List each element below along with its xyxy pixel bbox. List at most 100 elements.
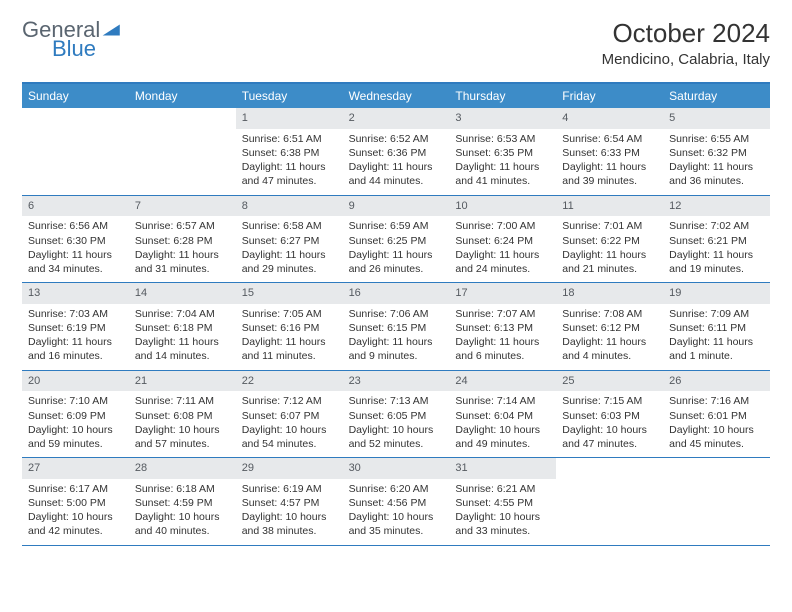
day-body: Sunrise: 6:17 AMSunset: 5:00 PMDaylight:… <box>22 479 129 545</box>
brand-triangle-icon <box>101 23 123 37</box>
calendar-empty-cell <box>129 108 236 195</box>
daylight-text-2: and 47 minutes. <box>242 174 337 188</box>
day-header-thursday: Thursday <box>449 84 556 108</box>
month-title: October 2024 <box>602 18 770 49</box>
day-body: Sunrise: 7:14 AMSunset: 6:04 PMDaylight:… <box>449 391 556 457</box>
calendar-day: 29Sunrise: 6:19 AMSunset: 4:57 PMDayligh… <box>236 458 343 545</box>
brand-part2: Blue <box>52 37 123 60</box>
sunrise-text: Sunrise: 7:08 AM <box>562 307 657 321</box>
sunrise-text: Sunrise: 6:19 AM <box>242 482 337 496</box>
day-number: 18 <box>556 283 663 304</box>
sunrise-text: Sunrise: 7:12 AM <box>242 394 337 408</box>
sunrise-text: Sunrise: 7:03 AM <box>28 307 123 321</box>
day-body: Sunrise: 7:06 AMSunset: 6:15 PMDaylight:… <box>343 304 450 370</box>
day-number: 8 <box>236 196 343 217</box>
daylight-text-1: Daylight: 11 hours <box>669 160 764 174</box>
day-body: Sunrise: 6:19 AMSunset: 4:57 PMDaylight:… <box>236 479 343 545</box>
day-number: 12 <box>663 196 770 217</box>
daylight-text-2: and 14 minutes. <box>135 349 230 363</box>
day-body: Sunrise: 6:21 AMSunset: 4:55 PMDaylight:… <box>449 479 556 545</box>
daylight-text-1: Daylight: 11 hours <box>242 248 337 262</box>
calendar-day: 1Sunrise: 6:51 AMSunset: 6:38 PMDaylight… <box>236 108 343 195</box>
calendar-day: 23Sunrise: 7:13 AMSunset: 6:05 PMDayligh… <box>343 371 450 458</box>
day-body: Sunrise: 7:07 AMSunset: 6:13 PMDaylight:… <box>449 304 556 370</box>
sunset-text: Sunset: 6:22 PM <box>562 234 657 248</box>
day-number: 22 <box>236 371 343 392</box>
daylight-text-2: and 33 minutes. <box>455 524 550 538</box>
day-number: 5 <box>663 108 770 129</box>
day-body: Sunrise: 7:12 AMSunset: 6:07 PMDaylight:… <box>236 391 343 457</box>
brand-logo: GeneralBlue <box>22 18 123 60</box>
calendar-week: 1Sunrise: 6:51 AMSunset: 6:38 PMDaylight… <box>22 108 770 196</box>
day-number: 4 <box>556 108 663 129</box>
daylight-text-2: and 35 minutes. <box>349 524 444 538</box>
day-body: Sunrise: 7:09 AMSunset: 6:11 PMDaylight:… <box>663 304 770 370</box>
calendar-day: 20Sunrise: 7:10 AMSunset: 6:09 PMDayligh… <box>22 371 129 458</box>
sunset-text: Sunset: 6:38 PM <box>242 146 337 160</box>
sunrise-text: Sunrise: 7:00 AM <box>455 219 550 233</box>
daylight-text-2: and 52 minutes. <box>349 437 444 451</box>
sunrise-text: Sunrise: 6:18 AM <box>135 482 230 496</box>
daylight-text-2: and 42 minutes. <box>28 524 123 538</box>
daylight-text-1: Daylight: 10 hours <box>28 423 123 437</box>
sunrise-text: Sunrise: 7:14 AM <box>455 394 550 408</box>
day-number: 11 <box>556 196 663 217</box>
sunset-text: Sunset: 4:57 PM <box>242 496 337 510</box>
sunset-text: Sunset: 6:24 PM <box>455 234 550 248</box>
daylight-text-1: Daylight: 10 hours <box>562 423 657 437</box>
calendar-day: 7Sunrise: 6:57 AMSunset: 6:28 PMDaylight… <box>129 196 236 283</box>
calendar-day: 5Sunrise: 6:55 AMSunset: 6:32 PMDaylight… <box>663 108 770 195</box>
sunrise-text: Sunrise: 6:21 AM <box>455 482 550 496</box>
daylight-text-1: Daylight: 10 hours <box>135 423 230 437</box>
sunrise-text: Sunrise: 6:51 AM <box>242 132 337 146</box>
daylight-text-1: Daylight: 11 hours <box>455 248 550 262</box>
sunset-text: Sunset: 6:11 PM <box>669 321 764 335</box>
sunset-text: Sunset: 6:07 PM <box>242 409 337 423</box>
daylight-text-2: and 16 minutes. <box>28 349 123 363</box>
sunset-text: Sunset: 4:59 PM <box>135 496 230 510</box>
daylight-text-2: and 54 minutes. <box>242 437 337 451</box>
calendar-week: 6Sunrise: 6:56 AMSunset: 6:30 PMDaylight… <box>22 196 770 284</box>
calendar: Sunday Monday Tuesday Wednesday Thursday… <box>22 82 770 546</box>
calendar-day: 8Sunrise: 6:58 AMSunset: 6:27 PMDaylight… <box>236 196 343 283</box>
day-header-wednesday: Wednesday <box>343 84 450 108</box>
calendar-day: 22Sunrise: 7:12 AMSunset: 6:07 PMDayligh… <box>236 371 343 458</box>
calendar-day: 25Sunrise: 7:15 AMSunset: 6:03 PMDayligh… <box>556 371 663 458</box>
daylight-text-2: and 36 minutes. <box>669 174 764 188</box>
sunset-text: Sunset: 6:33 PM <box>562 146 657 160</box>
calendar-empty-cell <box>22 108 129 195</box>
sunset-text: Sunset: 6:32 PM <box>669 146 764 160</box>
daylight-text-1: Daylight: 10 hours <box>349 423 444 437</box>
calendar-week: 13Sunrise: 7:03 AMSunset: 6:19 PMDayligh… <box>22 283 770 371</box>
calendar-day: 2Sunrise: 6:52 AMSunset: 6:36 PMDaylight… <box>343 108 450 195</box>
sunrise-text: Sunrise: 7:07 AM <box>455 307 550 321</box>
day-header-saturday: Saturday <box>663 84 770 108</box>
calendar-day: 13Sunrise: 7:03 AMSunset: 6:19 PMDayligh… <box>22 283 129 370</box>
day-body: Sunrise: 6:56 AMSunset: 6:30 PMDaylight:… <box>22 216 129 282</box>
daylight-text-2: and 34 minutes. <box>28 262 123 276</box>
location-text: Mendicino, Calabria, Italy <box>602 51 770 68</box>
calendar-day: 28Sunrise: 6:18 AMSunset: 4:59 PMDayligh… <box>129 458 236 545</box>
daylight-text-1: Daylight: 11 hours <box>135 248 230 262</box>
calendar-empty-cell <box>556 458 663 545</box>
sunrise-text: Sunrise: 7:15 AM <box>562 394 657 408</box>
sunrise-text: Sunrise: 6:52 AM <box>349 132 444 146</box>
daylight-text-2: and 21 minutes. <box>562 262 657 276</box>
sunset-text: Sunset: 6:04 PM <box>455 409 550 423</box>
sunset-text: Sunset: 6:25 PM <box>349 234 444 248</box>
day-number: 31 <box>449 458 556 479</box>
day-body: Sunrise: 6:52 AMSunset: 6:36 PMDaylight:… <box>343 129 450 195</box>
calendar-day: 17Sunrise: 7:07 AMSunset: 6:13 PMDayligh… <box>449 283 556 370</box>
sunrise-text: Sunrise: 7:01 AM <box>562 219 657 233</box>
day-header-sunday: Sunday <box>22 84 129 108</box>
calendar-day: 27Sunrise: 6:17 AMSunset: 5:00 PMDayligh… <box>22 458 129 545</box>
sunset-text: Sunset: 6:01 PM <box>669 409 764 423</box>
sunrise-text: Sunrise: 6:59 AM <box>349 219 444 233</box>
sunrise-text: Sunrise: 7:02 AM <box>669 219 764 233</box>
day-body: Sunrise: 7:03 AMSunset: 6:19 PMDaylight:… <box>22 304 129 370</box>
sunrise-text: Sunrise: 6:58 AM <box>242 219 337 233</box>
day-number: 15 <box>236 283 343 304</box>
sunrise-text: Sunrise: 7:10 AM <box>28 394 123 408</box>
daylight-text-2: and 6 minutes. <box>455 349 550 363</box>
daylight-text-1: Daylight: 10 hours <box>135 510 230 524</box>
